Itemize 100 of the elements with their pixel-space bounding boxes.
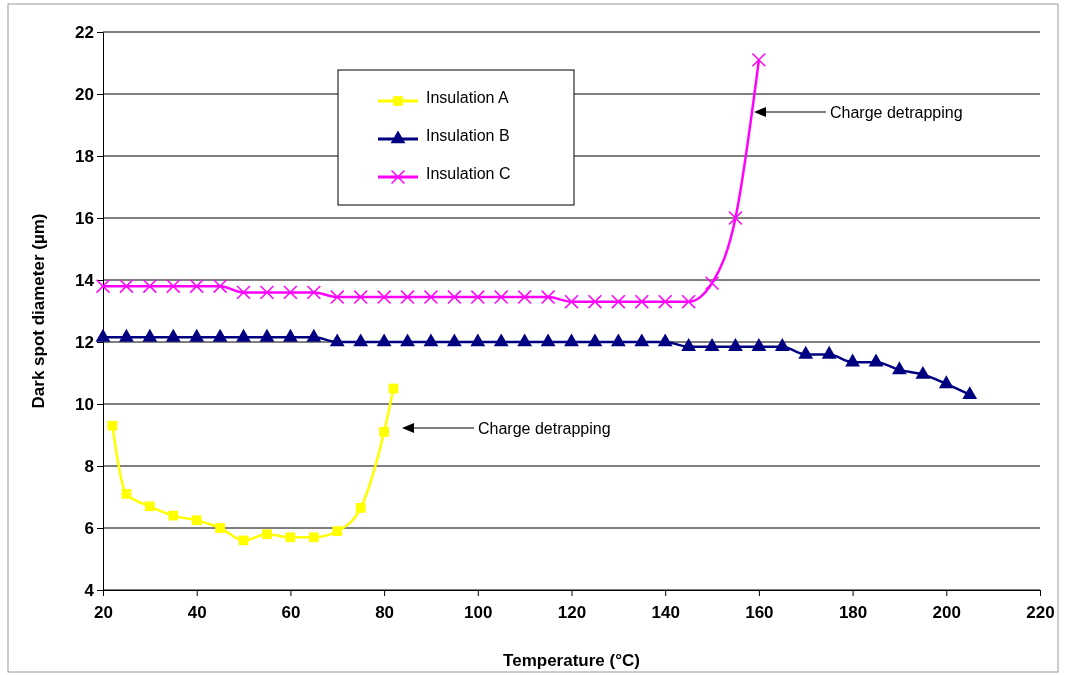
- point: [728, 338, 743, 351]
- legend-label: Insulation B: [426, 127, 510, 144]
- annotation: Charge detrapping: [830, 104, 963, 121]
- x-tick-label: 180: [838, 602, 868, 622]
- point: [938, 375, 954, 389]
- point: [142, 279, 158, 294]
- point: [658, 294, 673, 309]
- point: [262, 529, 272, 540]
- point: [191, 515, 202, 526]
- y-tick-label: 10: [75, 394, 94, 414]
- x-axis-title: Temperature (°C): [503, 651, 640, 670]
- point: [915, 366, 931, 379]
- point: [355, 502, 366, 513]
- point: [587, 333, 603, 347]
- y-tick-label: 16: [75, 208, 94, 228]
- x-tick-label: 200: [932, 602, 961, 622]
- point: [259, 328, 275, 342]
- point: [821, 345, 837, 359]
- point: [564, 333, 579, 347]
- point: [376, 333, 392, 347]
- point: [704, 275, 720, 291]
- legend-label: Insulation A: [426, 89, 510, 106]
- point: [517, 333, 533, 347]
- point: [611, 294, 626, 309]
- point: [306, 328, 322, 342]
- annotation: Charge detrapping: [478, 420, 611, 437]
- point: [540, 289, 556, 305]
- x-tick-label: 160: [745, 602, 774, 622]
- point: [400, 333, 415, 347]
- point: [107, 420, 118, 431]
- point: [95, 328, 111, 342]
- point: [259, 285, 275, 300]
- y-tick-label: 6: [84, 518, 94, 538]
- point: [587, 294, 603, 309]
- point: [634, 294, 649, 309]
- point: [142, 328, 158, 342]
- point: [165, 328, 181, 342]
- point: [446, 333, 462, 347]
- y-tick-label: 8: [84, 456, 94, 476]
- point: [774, 338, 790, 351]
- point: [493, 333, 509, 347]
- point: [285, 532, 296, 543]
- point: [798, 345, 814, 359]
- point: [494, 289, 509, 305]
- x-tick-label: 40: [187, 602, 207, 622]
- point: [657, 333, 673, 347]
- point: [470, 289, 485, 305]
- point: [144, 501, 155, 512]
- y-tick-label: 20: [75, 84, 94, 104]
- point: [330, 289, 345, 305]
- point: [751, 338, 767, 351]
- y-tick-label: 14: [75, 270, 95, 290]
- y-tick-label: 4: [84, 580, 95, 600]
- point: [119, 279, 134, 294]
- point: [892, 361, 907, 375]
- point: [868, 353, 884, 367]
- point: [308, 532, 319, 543]
- x-tick-label: 100: [464, 602, 493, 622]
- point: [236, 328, 251, 342]
- point: [400, 289, 415, 305]
- y-tick-label: 12: [75, 332, 94, 352]
- legend-label: Insulation C: [426, 165, 511, 182]
- x-tick-label: 80: [375, 602, 395, 622]
- point: [704, 338, 720, 351]
- point: [282, 328, 298, 342]
- point: [95, 279, 111, 294]
- x-tick-label: 60: [281, 602, 301, 622]
- point: [121, 489, 132, 499]
- point: [236, 285, 251, 300]
- point: [470, 333, 486, 347]
- point: [168, 510, 179, 521]
- point: [423, 333, 439, 347]
- point: [423, 289, 439, 305]
- point: [353, 333, 369, 347]
- point: [283, 285, 298, 300]
- point: [212, 279, 228, 294]
- point: [306, 285, 322, 300]
- point: [215, 523, 225, 533]
- point: [189, 279, 204, 294]
- point: [119, 328, 134, 342]
- point: [379, 427, 389, 437]
- point: [212, 328, 228, 342]
- x-tick-label: 140: [651, 602, 680, 622]
- point: [681, 338, 697, 351]
- point: [332, 526, 343, 536]
- point: [353, 289, 368, 305]
- point: [610, 333, 626, 347]
- point: [517, 289, 532, 305]
- point: [845, 353, 861, 367]
- x-tick-label: 220: [1026, 602, 1055, 622]
- point: [540, 333, 556, 347]
- point: [564, 294, 579, 309]
- point: [166, 279, 181, 294]
- point: [681, 294, 696, 309]
- point: [329, 333, 345, 347]
- point: [751, 52, 767, 68]
- point: [962, 386, 978, 399]
- point: [728, 210, 743, 226]
- y-axis-title: Dark spot diameter (µm): [29, 213, 48, 409]
- point: [376, 289, 392, 305]
